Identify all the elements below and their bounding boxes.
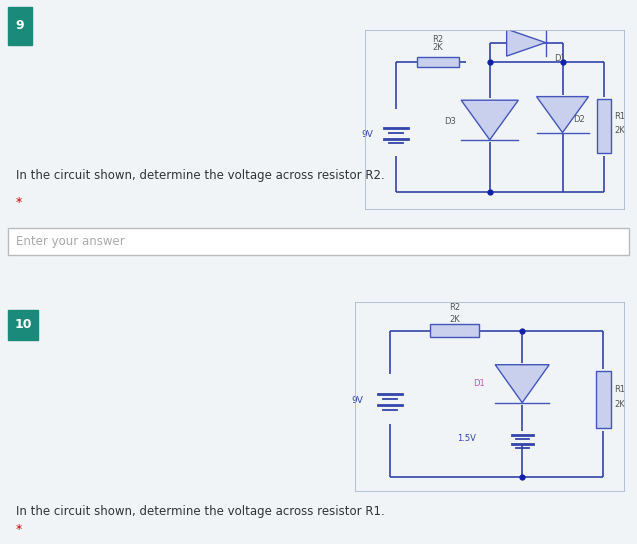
Text: In the circuit shown, determine the voltage across resistor R2.: In the circuit shown, determine the volt… (16, 169, 385, 182)
Text: D1: D1 (554, 54, 566, 63)
Bar (8, 310, 38, 340)
Text: R2: R2 (433, 34, 443, 44)
Text: 10: 10 (14, 318, 32, 331)
Text: 2K: 2K (449, 314, 460, 324)
Text: D1: D1 (473, 379, 484, 388)
Polygon shape (461, 100, 519, 140)
Text: 9V: 9V (351, 396, 363, 405)
Bar (596, 372, 611, 428)
Text: 9V: 9V (361, 130, 373, 139)
Polygon shape (495, 364, 549, 403)
Text: 2K: 2K (433, 44, 443, 53)
Bar (431, 324, 479, 337)
Polygon shape (536, 97, 589, 133)
Polygon shape (506, 29, 546, 56)
Text: 2K: 2K (615, 126, 626, 135)
Text: In the circuit shown, determine the voltage across resistor R1.: In the circuit shown, determine the volt… (16, 505, 385, 518)
Bar (597, 100, 612, 153)
Text: R1: R1 (614, 385, 625, 394)
Bar (417, 58, 459, 67)
Text: 2K: 2K (614, 400, 625, 409)
Text: 1.5V: 1.5V (457, 434, 476, 443)
Text: R2: R2 (449, 303, 461, 312)
Bar (8, 227, 629, 255)
Text: R1: R1 (615, 112, 626, 121)
Text: Enter your answer: Enter your answer (16, 235, 125, 248)
Text: *: * (16, 523, 22, 535)
Bar (8, 7, 32, 45)
Text: D3: D3 (444, 118, 456, 126)
Text: *: * (16, 196, 22, 209)
Text: D2: D2 (573, 115, 585, 125)
Text: 9: 9 (15, 20, 24, 33)
